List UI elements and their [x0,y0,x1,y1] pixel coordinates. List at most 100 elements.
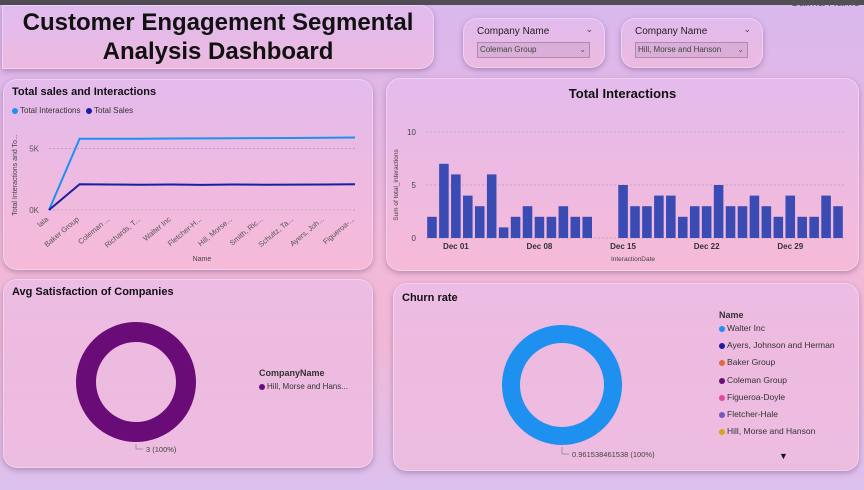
y-axis-label: Sum of total_interactions [393,148,400,220]
legend-item[interactable]: Hill, Morse and Hans... [259,382,348,391]
legend-dot [719,326,725,332]
slicer-value: Coleman Group [480,45,537,54]
bar [809,216,819,238]
bar-chart: 0 5 10 Dec 01 Dec 08 Dec 15 Dec 22 Dec 29 Sum of… [393,128,844,263]
bar [677,216,688,238]
bar [510,216,521,238]
y-tick-label: 0K [29,206,39,215]
avg-satisfaction-card: Avg Satisfaction of Companies 3 (100%) C… [3,279,373,468]
bar [689,206,700,238]
x-tick-label: Dec 22 [694,242,720,251]
legend-item[interactable]: Ayers, Johnson and Herman [719,340,835,350]
x-tick-label: Ayers, Joh... [288,215,326,249]
legend-dot [719,412,725,418]
legend-dot [719,343,725,350]
title-card: Customer Engagement Segmental Analysis D… [2,5,434,69]
slicer-dropdown[interactable]: Hill, Morse and Hanson ⌄ [635,42,748,58]
leader-line [561,447,569,455]
legend-item[interactable]: Figueroa-Doyle [719,392,785,402]
bar [749,195,760,238]
bar [486,174,497,238]
bar [642,206,652,238]
legend-scroll-down-icon[interactable]: ▼ [779,451,788,461]
chart-title: Churn rate [402,292,458,304]
y-axis-label: Total Interactions and To... [12,134,19,216]
bar [785,195,796,238]
legend-label: Coleman Group [727,374,788,385]
chevron-down-icon[interactable]: ⌄ [737,45,744,54]
bar [618,185,628,238]
bar [522,206,533,238]
chevron-down-icon[interactable]: ⌄ [743,24,751,34]
chart-title: Total sales and Interactions [12,86,157,98]
chevron-down-icon[interactable]: ⌄ [579,45,586,54]
bar [582,216,593,238]
legend-item[interactable]: Walter Inc [719,323,765,333]
company-name-slicer-1[interactable]: Company Name ⌄ Coleman Group ⌄ [463,18,605,68]
bar [761,206,772,238]
page-title: Customer Engagement Segmental Analysis D… [2,8,434,66]
churn-rate-card: Churn rate 0.961538461538 (100%) Name Wa… [393,283,859,471]
satisfaction-donut-chart: 3 (100%) [76,322,196,454]
company-name-slicer-2[interactable]: Company Name ⌄ Hill, Morse and Hanson ⌄ [621,18,763,68]
bar [666,195,676,238]
legend-label: Figueroa-Doyle [727,391,786,402]
chevron-down-icon[interactable]: ⌄ [585,24,593,34]
bar [570,216,581,238]
bar [654,195,664,238]
data-label: 3 (100%) [146,445,177,454]
legend-item[interactable]: Fletcher-Hale [719,409,778,419]
page-title-line1: Customer Engagement Segmental [22,9,414,36]
series-line-0 [48,136,356,211]
legend-label: Baker Group [727,357,776,368]
slicer-label: Company Name [635,26,708,37]
x-axis-label: Name [193,256,212,263]
legend-label: Fletcher-Hale [727,409,779,419]
total-interactions-card: Total Interactions 0 5 10 Dec 01 Dec 08 Dec 1… [386,78,859,271]
legend-title: CompanyName [259,368,325,378]
bar [773,216,784,238]
slicer-dropdown[interactable]: Coleman Group ⌄ [477,42,590,58]
legend-item[interactable]: Hill, Morse and Hanson [719,426,815,436]
top-strip [0,0,864,5]
bar [427,216,437,238]
sales-interactions-card: Total sales and Interactions Total Inter… [3,79,373,270]
page-title-line2: Analysis Dashboard [102,38,334,65]
legend-label: Walter Inc [727,323,765,333]
chart-title: Total Interactions [568,86,677,101]
donut-slice [502,325,622,445]
x-tick-label: lala [36,214,51,229]
legend-dot [86,108,92,114]
bar [713,185,724,238]
bar [439,163,449,238]
bar [737,206,748,238]
legend-item[interactable]: Baker Group [719,357,775,367]
bar [463,195,473,238]
legend-title: Name [719,310,744,320]
x-tick-label: Dec 15 [610,242,636,251]
user-name: Salma Hame [790,0,860,8]
x-tick-label: Dec 01 [443,242,469,251]
bar [534,216,545,238]
chart-title: Avg Satisfaction of Companies [12,286,174,298]
legend-item[interactable]: Coleman Group [719,375,787,385]
slicer-label: Company Name [477,26,550,37]
donut-slice [76,322,196,442]
legend-dot [719,429,725,436]
y-tick-label: 0 [412,234,417,243]
x-tick-label: Hill, Morse... [196,215,234,249]
legend-dot [719,360,725,367]
legend-item-interactions[interactable]: Total Interactions [12,106,80,115]
bar [797,216,807,238]
bar [474,206,485,238]
legend-label: Hill, Morse and Hanson [727,426,816,437]
legend-dot [719,377,725,384]
legend-dot [12,108,18,114]
legend-item-sales[interactable]: Total Sales [86,106,133,115]
bar [725,206,736,238]
bar [546,216,557,238]
churn-donut-chart: 0.961538461538 (100%) [502,325,655,459]
legend-label: Total Sales [94,106,134,115]
leader-line [135,444,143,450]
x-tick-label: Dec 29 [777,242,803,251]
